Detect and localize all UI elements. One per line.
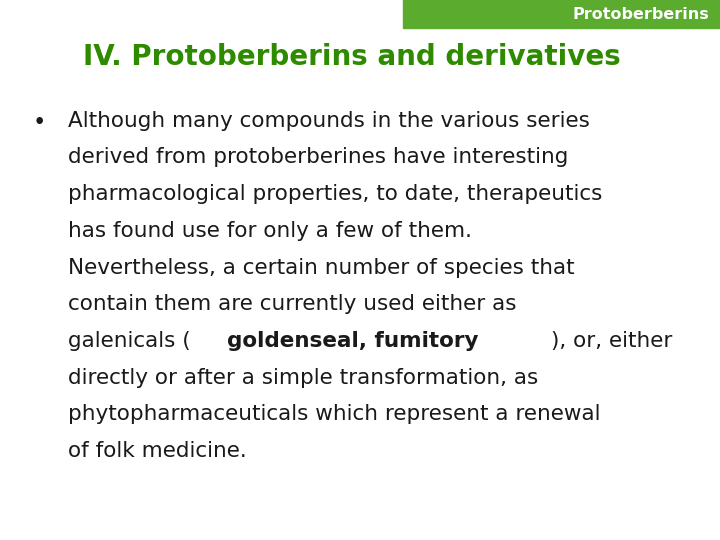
Text: •: • (33, 111, 46, 134)
Text: galenicals (: galenicals ( (68, 331, 191, 351)
Text: goldenseal, fumitory: goldenseal, fumitory (227, 331, 478, 351)
Text: directly or after a simple transformation, as: directly or after a simple transformatio… (68, 368, 539, 388)
Text: IV. Protoberberins and derivatives: IV. Protoberberins and derivatives (83, 43, 621, 71)
Text: contain them are currently used either as: contain them are currently used either a… (68, 294, 517, 314)
Text: ), or, either: ), or, either (551, 331, 672, 351)
Text: Protoberberins: Protoberberins (572, 6, 709, 22)
Text: phytopharmaceuticals which represent a renewal: phytopharmaceuticals which represent a r… (68, 404, 601, 424)
Text: Although many compounds in the various series: Although many compounds in the various s… (68, 111, 590, 131)
Text: has found use for only a few of them.: has found use for only a few of them. (68, 221, 472, 241)
Bar (403, 0, 720, 28)
Text: Nevertheless, a certain number of species that: Nevertheless, a certain number of specie… (68, 258, 575, 278)
Text: derived from protoberberines have interesting: derived from protoberberines have intere… (68, 147, 569, 167)
Text: of folk medicine.: of folk medicine. (68, 441, 247, 461)
Text: pharmacological properties, to date, therapeutics: pharmacological properties, to date, the… (68, 184, 603, 204)
